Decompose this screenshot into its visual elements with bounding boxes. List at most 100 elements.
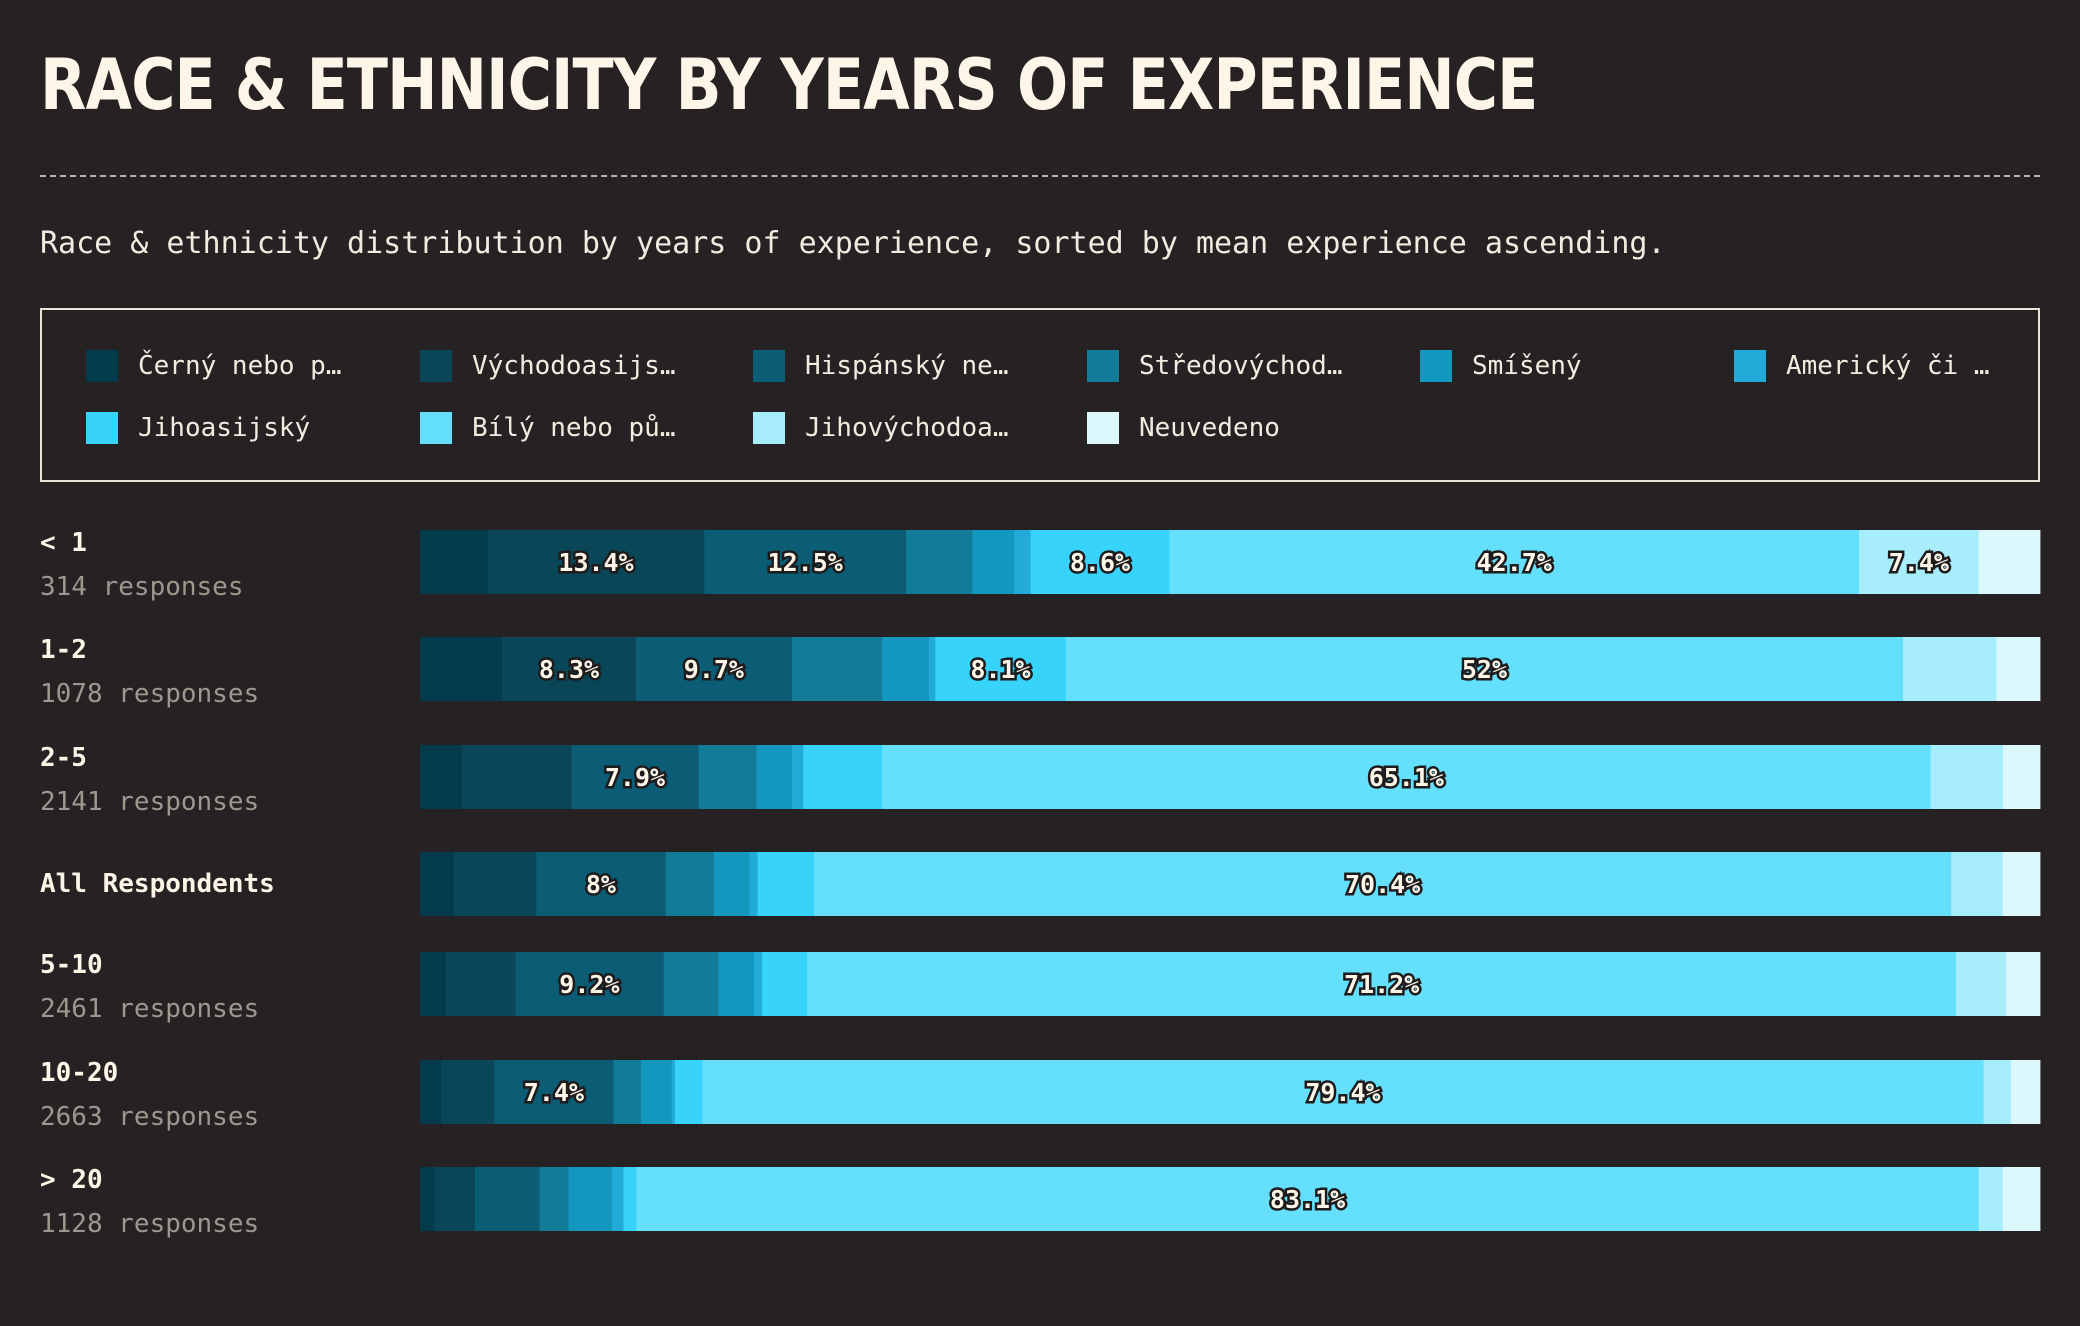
legend-swatch	[753, 412, 785, 444]
bar-segment	[702, 1060, 1984, 1124]
legend-swatch	[753, 350, 785, 382]
row-label: All Respondents	[40, 869, 275, 899]
bar-segment	[1903, 637, 1997, 701]
bar-segment	[1030, 530, 1170, 594]
bar-segment	[502, 637, 637, 701]
data-label: 8.3%	[539, 655, 599, 684]
bar-segment	[434, 1167, 476, 1231]
row-response-count: 2663 responses	[40, 1102, 260, 1132]
bar-segment	[972, 530, 1015, 594]
bar-segment	[928, 637, 936, 701]
page-title: RACE & ETHNICITY BY YEARS OF EXPERIENCE	[40, 44, 1538, 126]
legend-label: Hispánský ne…	[805, 351, 1009, 381]
bar-segment	[749, 852, 758, 916]
row-label: 1-2	[40, 635, 87, 665]
bar-segment	[635, 637, 793, 701]
legend-label: Smíšený	[1472, 351, 1582, 381]
bar-segment	[1859, 530, 1980, 594]
data-label: 7.4%	[524, 1078, 584, 1107]
row-response-count: 2141 responses	[40, 787, 260, 817]
row-label: < 1	[40, 528, 87, 558]
data-label: 83.1%	[1270, 1185, 1345, 1214]
data-label: 7.9%	[605, 763, 665, 792]
bar-segment	[698, 745, 757, 809]
bar-segment	[671, 1060, 676, 1124]
legend-label: Americký či …	[1786, 351, 1990, 381]
bar-segment	[674, 1060, 703, 1124]
legend-swatch	[86, 350, 118, 382]
legend-swatch	[420, 412, 452, 444]
chart-subtitle: Race & ethnicity distribution by years o…	[40, 226, 1666, 261]
bar-segment	[704, 530, 907, 594]
bar-segment	[713, 852, 750, 916]
bar-segment	[568, 1167, 613, 1231]
legend-label: Středovýchod…	[1139, 351, 1343, 381]
bar-segment	[756, 745, 793, 809]
bar-segment	[791, 745, 804, 809]
legend-swatch	[1734, 350, 1766, 382]
bar-segment	[420, 1167, 435, 1231]
bar-segment	[440, 1060, 495, 1124]
bar-segment	[1014, 530, 1031, 594]
data-label: 8.1%	[970, 655, 1030, 684]
row-label: 10-20	[40, 1058, 119, 1088]
row-response-count: 314 responses	[40, 572, 244, 602]
bar-segment	[1930, 745, 2004, 809]
bar-segment	[420, 1060, 442, 1124]
data-label: 71.2%	[1344, 970, 1419, 999]
bar-segment	[1978, 1167, 2004, 1231]
bar-segment	[420, 637, 503, 701]
bar-segment	[2002, 852, 2041, 916]
legend-swatch	[1087, 412, 1119, 444]
bar-segment	[420, 530, 489, 594]
bar-segment	[935, 637, 1067, 701]
bar-segment	[803, 745, 883, 809]
bar-segment	[754, 952, 763, 1016]
chart-legend: Černý nebo p… Východoasijs… Hispánský ne… S…	[40, 308, 2040, 482]
data-label: 70.4%	[1345, 870, 1420, 899]
bar-segment	[1996, 637, 2041, 701]
bar-segment	[461, 745, 572, 809]
bar-segment	[762, 952, 808, 1016]
bar-segment	[1951, 852, 2004, 916]
legend-label: Černý nebo p…	[138, 351, 342, 381]
bar-segment	[906, 530, 973, 594]
bar-segment	[613, 1060, 642, 1124]
bar-segment	[1983, 1060, 2012, 1124]
bar-segment	[2010, 1060, 2041, 1124]
legend-swatch	[1420, 350, 1452, 382]
bar-segment	[663, 952, 719, 1016]
bar-segment	[420, 745, 463, 809]
bar-segment	[420, 852, 455, 916]
bar-segment	[757, 852, 815, 916]
data-label: 7.4%	[1889, 548, 1949, 577]
legend-label: Jihovýchodoa…	[805, 413, 1009, 443]
row-label: > 20	[40, 1165, 103, 1195]
bar-segment	[882, 637, 930, 701]
bar-segment	[1956, 952, 2007, 1016]
bar-segment	[571, 745, 699, 809]
row-label: 5-10	[40, 950, 103, 980]
bar-segment	[420, 952, 447, 1016]
bar-segment	[487, 530, 705, 594]
data-label: 8%	[586, 870, 616, 899]
bar-segment	[636, 1167, 1980, 1231]
bar-segment	[539, 1167, 569, 1231]
legend-label: Neuvedeno	[1139, 413, 1280, 443]
bar-segment	[1978, 530, 2041, 594]
bar-segment	[1065, 637, 1904, 701]
data-label: 9.2%	[559, 970, 619, 999]
row-label: 2-5	[40, 743, 87, 773]
data-label: 9.7%	[684, 655, 744, 684]
bar-segment	[641, 1060, 673, 1124]
legend-label: Východoasijs…	[472, 351, 676, 381]
bar-segment	[474, 1167, 540, 1231]
bar-segment	[791, 637, 883, 701]
data-label: 12.5%	[768, 548, 843, 577]
data-label: 13.4%	[558, 548, 633, 577]
legend-swatch	[420, 350, 452, 382]
bar-segment	[494, 1060, 615, 1124]
bar-segment	[814, 852, 1952, 916]
bar-segment	[665, 852, 715, 916]
